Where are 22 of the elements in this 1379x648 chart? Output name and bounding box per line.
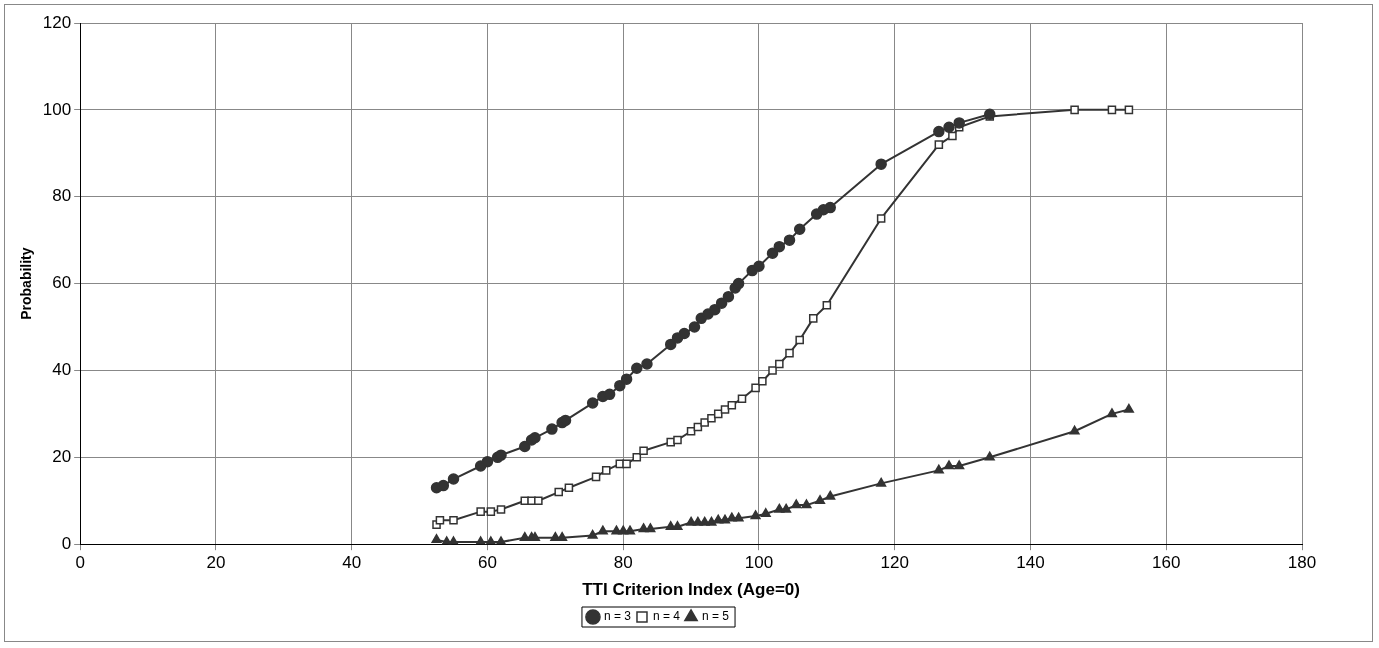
y-axis-title: Probability [18,247,35,320]
legend-label: n = 3 [603,609,632,624]
x-tick-label: 40 [342,553,362,573]
y-tick-label: 0 [61,533,72,553]
x-tick-label: 120 [880,553,909,573]
x-tick-label: 140 [1016,553,1045,573]
x-tick-label: 180 [1287,553,1317,573]
y-tick-label: 120 [42,12,72,32]
legend-label: n = 4 [652,609,681,624]
x-tick-label: 60 [477,553,497,573]
y-tick-label: 100 [42,99,72,119]
x-tick-label: 80 [613,553,633,573]
y-tick-label: 80 [52,186,72,206]
x-tick-label: 160 [1152,553,1181,573]
legend-label: n = 5 [702,609,730,624]
y-tick-label: 60 [52,273,72,293]
x-tick-label: 100 [744,553,774,573]
y-tick-label: 40 [52,360,72,380]
x-axis-title: TTI Criterion Index (Age=0) [582,580,800,600]
x-tick-label: 20 [206,553,226,573]
x-tick-label: 0 [75,553,85,573]
y-tick-label: 20 [52,447,72,467]
